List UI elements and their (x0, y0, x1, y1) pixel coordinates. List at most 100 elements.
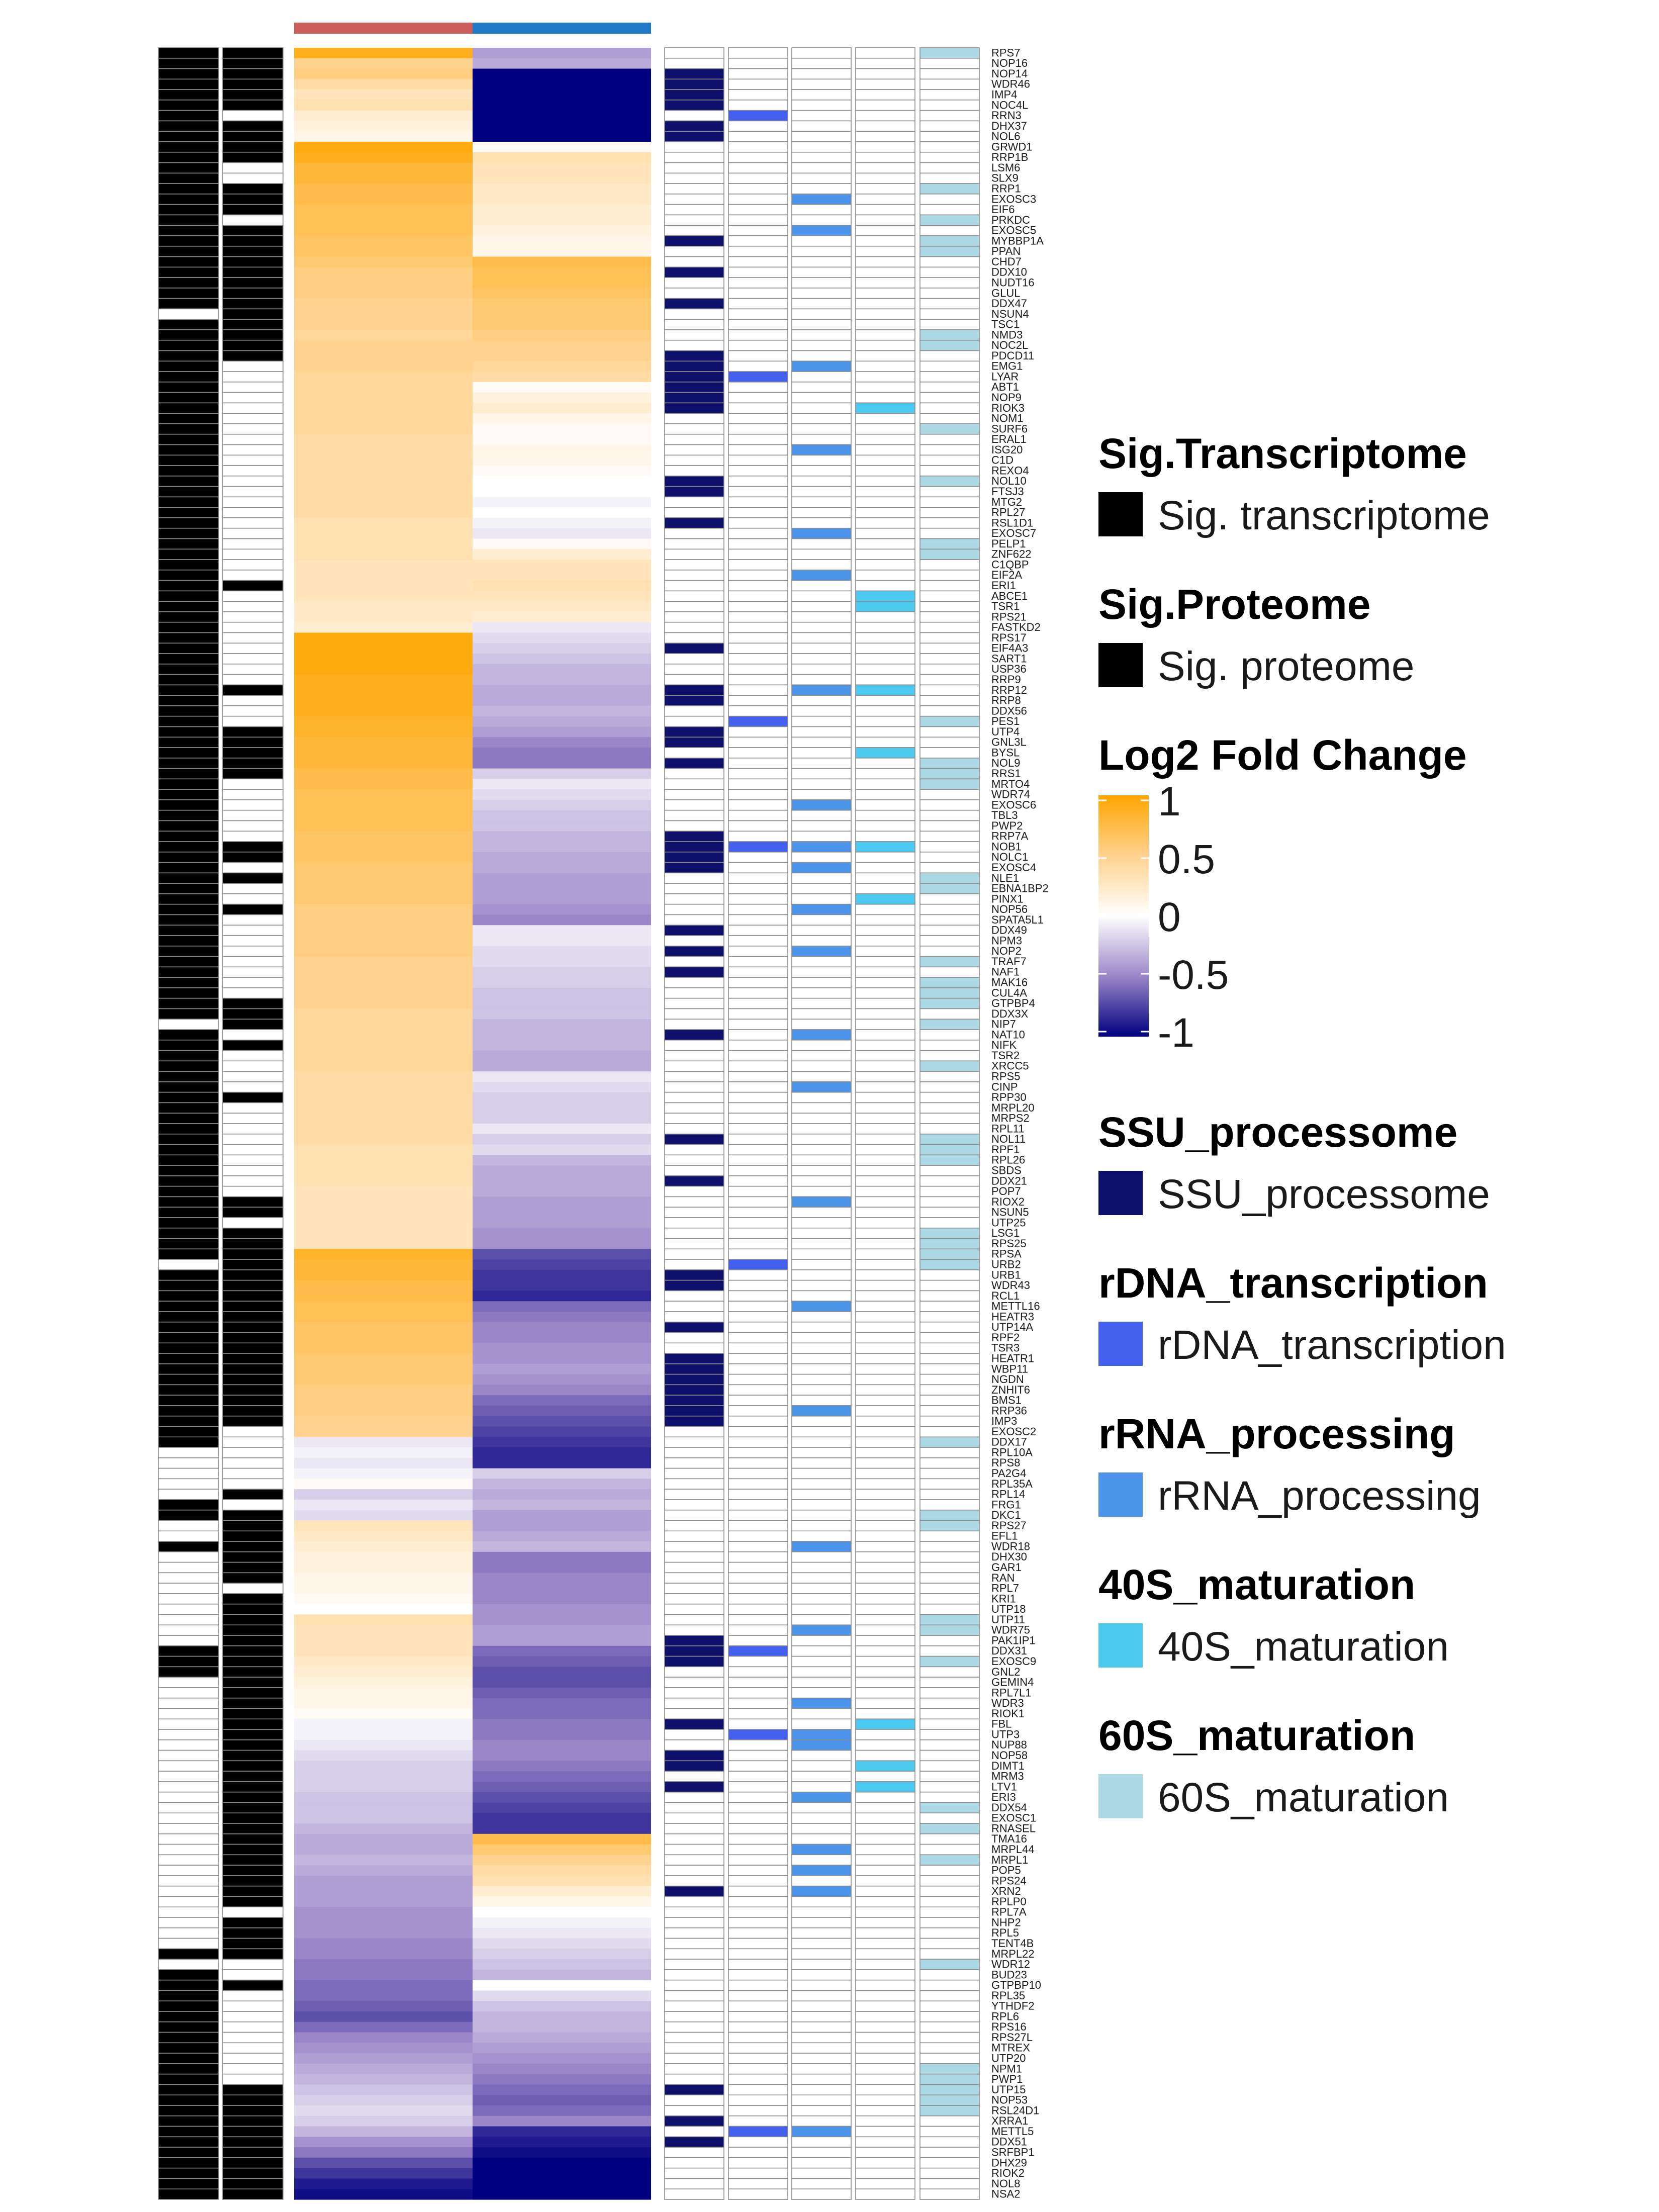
sig-proteome-cell (222, 1279, 284, 1292)
40s-maturation-cell (855, 1875, 915, 1887)
ssu-processome-cell (664, 1050, 724, 1062)
heatmap-cell-transcriptome (294, 1656, 473, 1667)
rrna-processing-cell (791, 1906, 852, 1918)
40s-maturation-cell (855, 1812, 915, 1824)
heatmap-cell-proteome (473, 862, 651, 873)
gene-label: RPL27 (991, 506, 1025, 519)
heatmap-cell-proteome (473, 883, 651, 894)
ssu-processome-cell (664, 339, 724, 351)
60s-maturation-cell (919, 1520, 980, 1532)
gene-label: RPL7 (991, 1582, 1019, 1595)
40s-maturation-cell (855, 1060, 915, 1072)
60s-maturation-cell (919, 423, 980, 435)
heatmap-cell-proteome (473, 1374, 651, 1386)
40s-maturation-cell (855, 235, 915, 247)
gene-label: RRP1B (991, 151, 1028, 163)
sig-transcriptome-cell (158, 1217, 219, 1229)
40s-maturation-cell (855, 1311, 915, 1323)
rdna-transcription-cell (728, 454, 788, 466)
40s-maturation-cell (855, 517, 915, 529)
ssu-processome-cell (664, 1259, 724, 1270)
gene-label: NUP88 (991, 1738, 1027, 1751)
heatmap-cell-proteome (473, 89, 651, 101)
heatmap-cell-proteome (473, 1259, 651, 1270)
40s-maturation-cell (855, 789, 915, 800)
60s-maturation-cell (919, 2073, 980, 2085)
sig-proteome-cell (222, 1823, 284, 1834)
ssu-processome-cell (664, 2084, 724, 2096)
sig-transcriptome-cell (158, 1791, 219, 1803)
heatmap-cell-proteome (473, 1802, 651, 1813)
heatmap-cell-proteome (473, 560, 651, 571)
heatmap-cell-proteome (473, 695, 651, 706)
rdna-transcription-cell (728, 2032, 788, 2044)
40s-maturation-cell (855, 1561, 915, 1574)
60s-maturation-cell (919, 1572, 980, 1584)
heatmap-cell-proteome (473, 288, 651, 299)
rdna-transcription-cell (728, 1081, 788, 1093)
ssu-processome-cell (664, 2115, 724, 2127)
gene-label: UTP4 (991, 725, 1020, 738)
60s-maturation-cell (919, 277, 980, 289)
ssu-processome-cell (664, 2157, 724, 2169)
heatmap-cell-proteome (473, 611, 651, 623)
sig-transcriptome-cell (158, 110, 219, 122)
gene-label: RPSA (991, 1248, 1022, 1260)
heatmap-cell-proteome (473, 1416, 651, 1427)
heatmap-cell-transcriptome (294, 893, 473, 905)
rdna-transcription-cell (728, 1979, 788, 1991)
legend-title: rDNA_transcription (1098, 1259, 1488, 1307)
60s-maturation-cell (919, 1969, 980, 1981)
rrna-processing-cell (791, 1551, 852, 1563)
sig-transcriptome-cell (158, 444, 219, 456)
sig-proteome-cell (222, 590, 284, 602)
heatmap-cell-transcriptome (294, 1604, 473, 1615)
ssu-processome-cell (664, 1478, 724, 1490)
rdna-transcription-cell (728, 1718, 788, 1730)
40s-maturation-cell (855, 1729, 915, 1740)
heatmap-cell-proteome (473, 1426, 651, 1437)
heatmap-cell-proteome (473, 455, 651, 466)
rdna-transcription-cell (728, 611, 788, 623)
rdna-transcription-cell (728, 914, 788, 926)
heatmap-cell-transcriptome (294, 173, 473, 184)
rdna-transcription-cell (728, 1499, 788, 1511)
60s-maturation-cell (919, 1113, 980, 1124)
gene-label: RPL10A (991, 1446, 1033, 1458)
40s-maturation-cell (855, 308, 915, 320)
gene-label: NSUN5 (991, 1206, 1029, 1219)
gene-label: RPS17 (991, 631, 1027, 644)
sig-proteome-cell (222, 1781, 284, 1793)
heatmap-cell-transcriptome (294, 1071, 473, 1082)
60s-maturation-cell (919, 925, 980, 936)
sig-transcriptome-cell (158, 277, 219, 289)
sig-proteome-cell (222, 2021, 284, 2033)
ssu-processome-cell (664, 778, 724, 790)
ssu-processome-cell (664, 820, 724, 832)
rrna-processing-cell (791, 778, 852, 790)
gene-label: DDX31 (991, 1644, 1027, 1657)
40s-maturation-cell (855, 1927, 915, 1939)
rdna-transcription-cell (728, 1290, 788, 1302)
gene-label: SURF6 (991, 422, 1028, 435)
sig-transcriptome-cell (158, 382, 219, 393)
rrna-processing-cell (791, 465, 852, 477)
ssu-processome-cell (664, 329, 724, 341)
sig-transcriptome-cell (158, 78, 219, 90)
ssu-processome-cell (664, 194, 724, 205)
rdna-transcription-cell (728, 621, 788, 633)
sig-proteome-cell (222, 538, 284, 550)
heatmap-cell-transcriptome (294, 946, 473, 957)
rdna-transcription-cell (728, 47, 788, 59)
sig-transcriptome-cell (158, 2032, 219, 2044)
rrna-processing-cell (791, 204, 852, 216)
sig-proteome-cell (222, 1311, 284, 1323)
legend-swatch-rrna (1098, 1472, 1143, 1517)
heatmap-cell-transcriptome (294, 998, 473, 1009)
heatmap-cell-transcriptome (294, 1050, 473, 1061)
heatmap-cell-proteome (473, 1385, 651, 1396)
gene-label: METTL5 (991, 2125, 1034, 2138)
heatmap-cell-proteome (473, 1447, 651, 1458)
gene-label: UTP25 (991, 1216, 1026, 1229)
60s-maturation-cell (919, 664, 980, 675)
